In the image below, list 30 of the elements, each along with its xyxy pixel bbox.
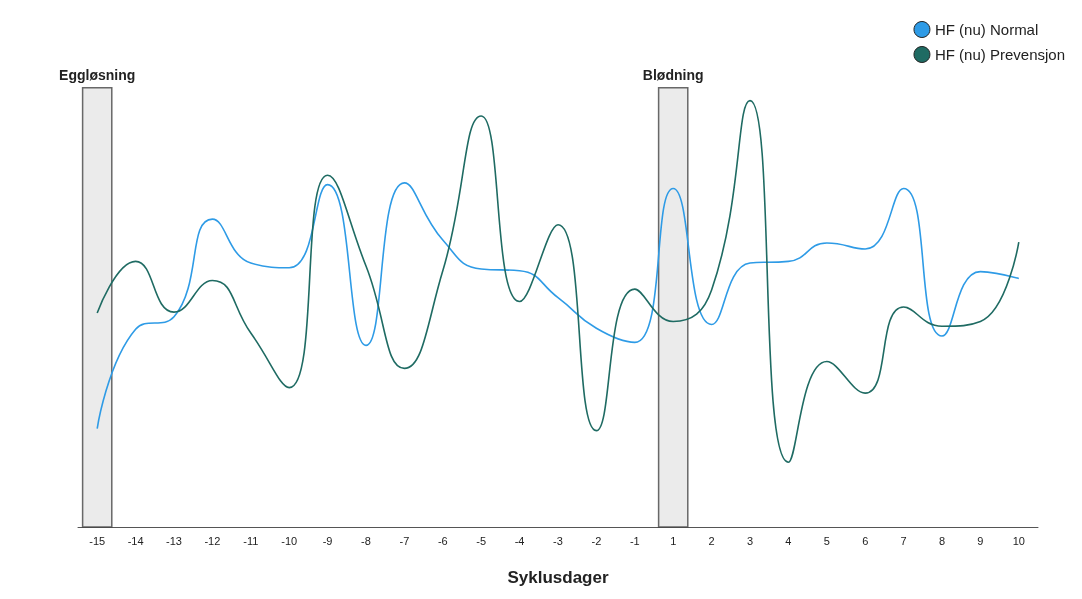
x-tick-label: -3 <box>553 534 563 547</box>
x-tick-label: -9 <box>322 534 333 547</box>
x-tick-label: -5 <box>476 534 487 547</box>
band-label: Eggløsning <box>59 66 136 83</box>
x-tick-label: 1 <box>670 534 677 547</box>
x-tick-label: -15 <box>89 534 106 547</box>
x-tick-label: -4 <box>514 534 525 547</box>
x-tick-label: 9 <box>977 534 984 547</box>
x-tick-label: 8 <box>938 534 946 547</box>
legend-label: HF (nu) Normal <box>934 21 1039 38</box>
x-tick-label: -12 <box>204 534 221 547</box>
x-tick-label: -13 <box>166 534 182 547</box>
x-tick-label: 5 <box>823 534 830 547</box>
x-tick-label: -8 <box>361 534 371 547</box>
x-tick-label: -6 <box>437 534 448 547</box>
x-tick-label: -10 <box>281 534 298 547</box>
x-tick-label: -7 <box>399 534 410 547</box>
x-tick-label: 4 <box>785 534 792 547</box>
legend-label: HF (nu) Prevensjon <box>934 46 1066 63</box>
x-tick-label: 3 <box>746 534 754 547</box>
x-tick-label: -1 <box>629 534 640 547</box>
x-tick-label: -2 <box>591 534 602 547</box>
x-tick-label: 2 <box>708 534 715 547</box>
x-tick-label: -11 <box>243 534 259 547</box>
x-tick-label: 6 <box>862 534 869 547</box>
x-tick-label: -14 <box>127 534 144 547</box>
band-label: Blødning <box>642 66 704 83</box>
x-tick-label: 7 <box>900 534 907 547</box>
x-tick-label: 10 <box>1012 534 1025 547</box>
x-axis-title: Syklusdager <box>507 568 609 587</box>
